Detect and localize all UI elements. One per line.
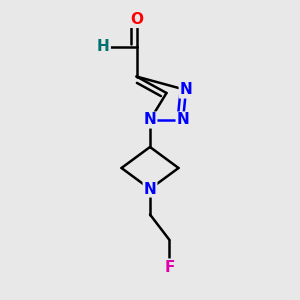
- Text: N: N: [180, 82, 192, 98]
- Text: H: H: [97, 39, 110, 54]
- Text: N: N: [144, 112, 156, 128]
- Text: O: O: [130, 12, 143, 27]
- Text: F: F: [164, 260, 175, 274]
- Text: N: N: [144, 182, 156, 196]
- Text: N: N: [177, 112, 189, 128]
